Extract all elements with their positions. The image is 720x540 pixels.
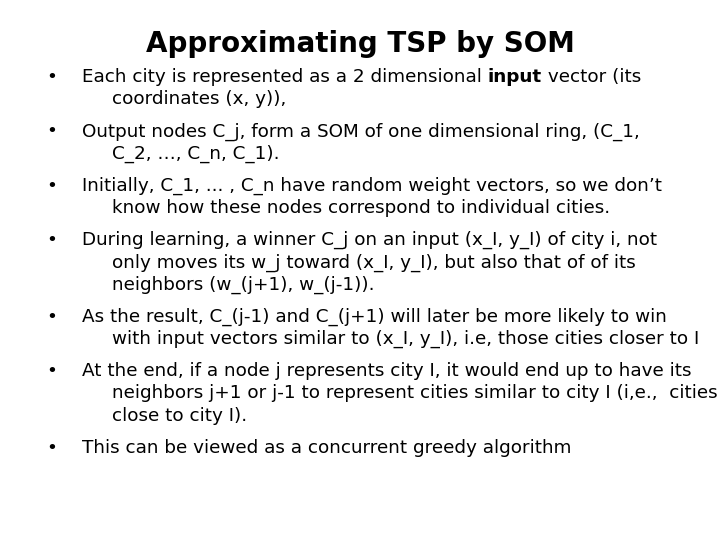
Text: •: • xyxy=(47,231,58,249)
Text: only moves its w_j toward (x_I, y_I), but also that of of its: only moves its w_j toward (x_I, y_I), bu… xyxy=(112,253,636,272)
Text: •: • xyxy=(47,362,58,380)
Text: coordinates (x, y)),: coordinates (x, y)), xyxy=(112,90,287,108)
Text: Initially, C_1, ... , C_n have random weight vectors, so we don’t: Initially, C_1, ... , C_n have random we… xyxy=(82,177,662,195)
Text: •: • xyxy=(47,68,58,86)
Text: As the result, C_(j-1) and C_(j+1) will later be more likely to win: As the result, C_(j-1) and C_(j+1) will … xyxy=(82,308,667,326)
Text: neighbors j+1 or j-1 to represent cities similar to city I (i,e.,  cities: neighbors j+1 or j-1 to represent cities… xyxy=(112,384,718,402)
Text: During learning, a winner C_j on an input (x_I, y_I) of city i, not: During learning, a winner C_j on an inpu… xyxy=(82,231,657,249)
Text: •: • xyxy=(47,308,58,326)
Text: •: • xyxy=(47,177,58,195)
Text: Each city is represented as a 2 dimensional: Each city is represented as a 2 dimensio… xyxy=(82,68,487,86)
Text: This can be viewed as a concurrent greedy algorithm: This can be viewed as a concurrent greed… xyxy=(82,439,572,457)
Text: close to city I).: close to city I). xyxy=(112,407,247,424)
Text: with input vectors similar to (x_I, y_I), i.e, those cities closer to I: with input vectors similar to (x_I, y_I)… xyxy=(112,330,699,348)
Text: know how these nodes correspond to individual cities.: know how these nodes correspond to indiv… xyxy=(112,199,610,217)
Text: •: • xyxy=(47,439,58,457)
Text: vector (its: vector (its xyxy=(542,68,641,86)
Text: Output nodes C_j, form a SOM of one dimensional ring, (C_1,: Output nodes C_j, form a SOM of one dime… xyxy=(82,123,640,140)
Text: Approximating TSP by SOM: Approximating TSP by SOM xyxy=(145,30,575,58)
Text: neighbors (w_(j+1), w_(j-1)).: neighbors (w_(j+1), w_(j-1)). xyxy=(112,275,374,294)
Text: C_2, …, C_n, C_1).: C_2, …, C_n, C_1). xyxy=(112,145,279,163)
Text: At the end, if a node j represents city I, it would end up to have its: At the end, if a node j represents city … xyxy=(82,362,691,380)
Text: input: input xyxy=(487,68,542,86)
Text: •: • xyxy=(47,123,58,140)
